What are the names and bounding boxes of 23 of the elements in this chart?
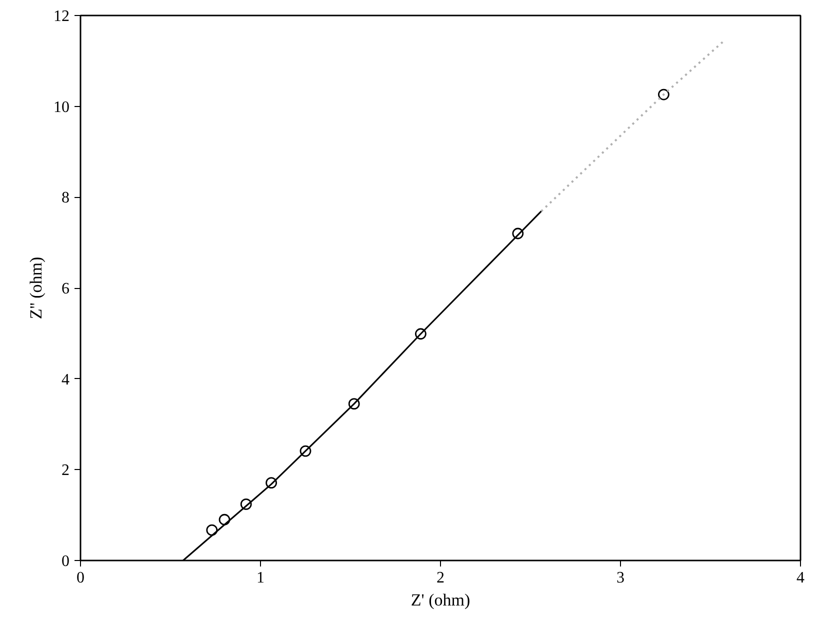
x-tick-label: 3 — [616, 570, 624, 586]
y-tick-label: 8 — [62, 190, 70, 207]
point — [658, 88, 670, 100]
point — [206, 524, 218, 536]
y-axis-title: Z'' (ohm) — [26, 256, 46, 320]
point — [348, 398, 360, 410]
y-tick-label: 10 — [54, 98, 70, 116]
point — [218, 514, 230, 526]
y-tick-label: 4 — [62, 371, 70, 388]
x-tick-label: 1 — [256, 570, 264, 586]
x-tick-label: 2 — [436, 570, 444, 586]
y-tick-label: 12 — [54, 8, 70, 25]
point — [300, 445, 312, 457]
x-tick-label: 4 — [796, 570, 804, 586]
point — [512, 228, 524, 240]
point — [415, 328, 426, 340]
y-tick-label: 6 — [62, 280, 70, 298]
y-tick-label: 2 — [62, 462, 70, 480]
x-axis-title: Z' (ohm) — [410, 590, 470, 610]
y-tick-label: 0 — [62, 553, 70, 570]
x-tick-label: 0 — [76, 570, 84, 586]
point — [240, 498, 252, 510]
point — [266, 477, 277, 489]
